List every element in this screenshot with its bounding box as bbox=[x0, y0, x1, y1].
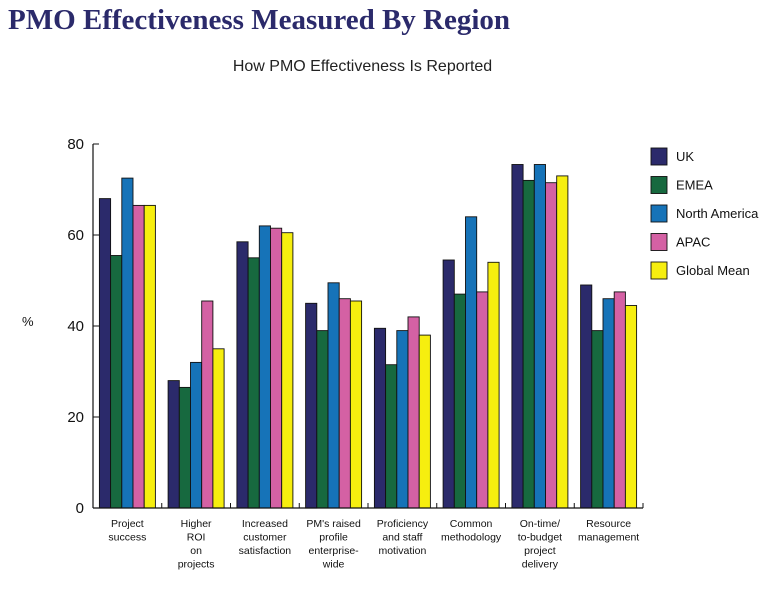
legend-swatch-1 bbox=[650, 176, 668, 194]
bar-3-7 bbox=[613, 291, 626, 509]
bar-0-0 bbox=[98, 198, 112, 509]
legend-label-0: UK bbox=[676, 149, 694, 164]
bar-2-2 bbox=[258, 225, 271, 509]
bar-0-3 bbox=[305, 302, 318, 509]
bar-1-0 bbox=[110, 255, 123, 509]
bar-4-0 bbox=[143, 204, 156, 509]
bar-2-4 bbox=[396, 330, 409, 509]
bar-2-7 bbox=[602, 298, 615, 509]
legend-label-4: Global Mean bbox=[676, 263, 750, 278]
bar-0-7 bbox=[580, 284, 593, 509]
y-tick-label-2: 40 bbox=[67, 318, 84, 335]
chart-title: How PMO Effectiveness Is Reported bbox=[232, 58, 493, 75]
x-category-label-3: PM's raised profile enterprise-wide bbox=[306, 518, 361, 571]
bar-4-1 bbox=[212, 348, 225, 509]
bar-3-3 bbox=[338, 298, 351, 509]
y-tick-label-1: 20 bbox=[67, 409, 84, 426]
bar-4-6 bbox=[556, 175, 569, 509]
x-category-label-6: On-time/to-budget project delivery bbox=[518, 518, 562, 571]
x-category-label-2: Increased customer satisfaction bbox=[239, 518, 292, 557]
bar-3-6 bbox=[545, 182, 558, 509]
bar-1-4 bbox=[385, 364, 398, 509]
bars-layer bbox=[98, 164, 638, 509]
page-title: PMO Effectiveness Measured By Region bbox=[8, 4, 511, 36]
x-category-label-0: Project success bbox=[108, 518, 146, 544]
legend-swatch-0 bbox=[650, 147, 668, 166]
bar-1-2 bbox=[247, 257, 260, 509]
y-tick-label-4: 80 bbox=[67, 136, 84, 153]
x-category-label-7: Resource management bbox=[578, 518, 639, 544]
bar-4-4 bbox=[418, 334, 431, 509]
legend-label-2: North America bbox=[676, 206, 759, 221]
bar-3-4 bbox=[407, 316, 420, 509]
bar-0-1 bbox=[167, 380, 180, 509]
bar-3-5 bbox=[476, 291, 489, 509]
y-axis-label: % bbox=[22, 314, 34, 329]
bar-3-0 bbox=[132, 204, 145, 509]
bar-0-5 bbox=[442, 259, 455, 509]
legend-swatch-2 bbox=[650, 204, 668, 223]
y-tick-label-3: 60 bbox=[67, 227, 84, 244]
bar-2-0 bbox=[121, 177, 134, 509]
bar-1-5 bbox=[453, 293, 466, 509]
bar-0-6 bbox=[511, 164, 524, 509]
legend: UK EMEA North America APAC Global Mean bbox=[650, 147, 759, 280]
bar-1-1 bbox=[178, 386, 191, 509]
legend-label-3: APAC bbox=[676, 235, 710, 250]
bar-3-2 bbox=[270, 227, 283, 509]
x-category-label-5: Common methodology bbox=[441, 518, 502, 544]
bar-1-7 bbox=[591, 330, 604, 509]
bar-2-6 bbox=[533, 164, 546, 509]
legend-label-1: EMEA bbox=[676, 178, 713, 193]
bar-4-5 bbox=[487, 261, 500, 509]
bar-1-6 bbox=[522, 179, 535, 509]
bar-0-2 bbox=[236, 241, 249, 509]
axes-layer: 0 20 40 60 80 Project success Higher ROI on projec… bbox=[67, 136, 644, 571]
bar-2-5 bbox=[465, 216, 478, 509]
legend-swatch-3 bbox=[650, 233, 668, 251]
bar-2-1 bbox=[190, 361, 203, 509]
x-category-label-4: Proficiency and staff motivation bbox=[377, 518, 429, 557]
y-tick-label-0: 0 bbox=[76, 500, 84, 517]
x-category-label-1: Higher ROI on projects bbox=[178, 518, 215, 571]
bar-4-3 bbox=[349, 300, 363, 509]
bar-1-3 bbox=[316, 330, 329, 509]
bar-4-2 bbox=[281, 232, 294, 509]
bar-3-1 bbox=[201, 300, 214, 509]
legend-swatch-4 bbox=[650, 261, 668, 280]
bar-0-4 bbox=[373, 327, 387, 509]
bar-4-7 bbox=[624, 305, 638, 509]
bar-2-3 bbox=[327, 282, 340, 509]
